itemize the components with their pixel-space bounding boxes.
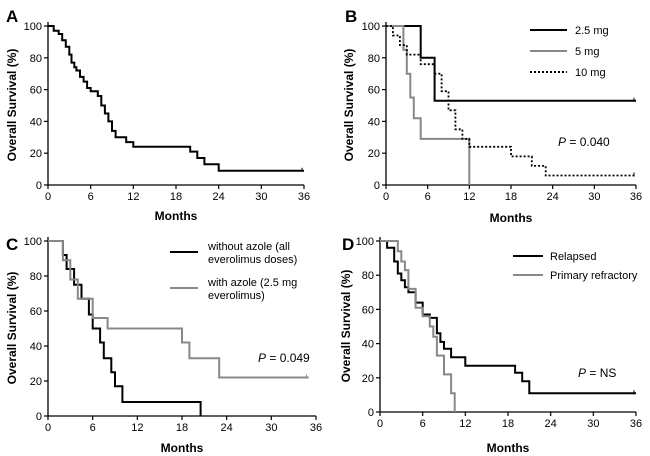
x-tick-label: 36 <box>630 191 642 203</box>
x-tick-label: 12 <box>127 191 139 203</box>
p-value-annotation-d: P = NS <box>578 366 616 380</box>
y-tick-label: 60 <box>30 85 42 97</box>
y-tick-label: 80 <box>30 53 42 65</box>
series-line-d-2 <box>380 240 456 412</box>
x-tick-label: 30 <box>255 191 267 203</box>
y-tick-label: 60 <box>368 85 380 97</box>
x-axis-title: Months <box>487 441 530 455</box>
x-tick-label: 30 <box>587 418 599 430</box>
x-tick-label: 0 <box>45 191 51 203</box>
x-axis-title: Months <box>490 211 533 225</box>
y-tick-label: 20 <box>368 148 380 160</box>
x-tick-label: 36 <box>298 191 310 203</box>
y-tick-label: 100 <box>356 236 374 248</box>
y-tick-label: 80 <box>362 270 374 282</box>
x-tick-label: 0 <box>377 418 383 430</box>
x-tick-label: 6 <box>88 191 94 203</box>
y-tick-label: 100 <box>24 236 42 248</box>
y-axis-title: Overall Survival (%) <box>342 49 356 162</box>
x-tick-label: 0 <box>383 191 389 203</box>
legend-label-b-2: 5 mg <box>575 46 599 58</box>
y-tick-label: 60 <box>30 306 42 318</box>
legend-label-d-2: Primary refractory <box>550 270 638 282</box>
legend-label-b-3: 10 mg <box>575 67 606 79</box>
series-line-b-1 <box>386 25 636 102</box>
x-tick-label: 18 <box>170 191 182 203</box>
x-tick-label: 18 <box>505 191 517 203</box>
x-tick-label: 18 <box>502 418 514 430</box>
x-tick-label: 12 <box>131 422 143 434</box>
y-tick-label: 40 <box>362 339 374 351</box>
series-line-c-2 <box>48 240 309 379</box>
series-line-c-1 <box>48 240 202 416</box>
y-axis-title: Overall Survival (%) <box>5 49 19 162</box>
x-tick-label: 18 <box>176 422 188 434</box>
y-tick-label: 80 <box>30 271 42 283</box>
legend-label-c-2: with azole (2.5 mg everolimus) <box>207 277 297 302</box>
y-tick-label: 100 <box>362 21 380 33</box>
legend-label-b-1: 2.5 mg <box>575 25 609 37</box>
y-tick-label: 80 <box>368 53 380 65</box>
x-tick-label: 36 <box>630 418 642 430</box>
panel-c: C 0 6 12 18 24 30 36 0 20 40 60 80 100 Months Overall S… <box>5 235 322 455</box>
panel-b: B 0 6 12 18 24 30 36 0 20 40 60 80 100 Months Overall S… <box>342 7 642 225</box>
panel-d: D 0 6 12 18 24 30 36 0 20 40 60 80 100 Months Overall S… <box>339 235 642 455</box>
x-tick-label: 30 <box>588 191 600 203</box>
y-tick-label: 20 <box>362 373 374 385</box>
legend-label-d-1: Relapsed <box>550 251 596 263</box>
x-tick-label: 12 <box>463 191 475 203</box>
series-line-a-1 <box>48 25 304 172</box>
series-line-b-2 <box>386 25 471 185</box>
panel-letter-c: C <box>6 235 18 254</box>
p-value-annotation-b: P = 0.040 <box>558 135 610 149</box>
x-tick-label: 36 <box>310 422 322 434</box>
y-tick-label: 40 <box>368 116 380 128</box>
x-tick-label: 6 <box>425 191 431 203</box>
y-axis-title: Overall Survival (%) <box>5 272 19 385</box>
x-tick-label: 12 <box>459 418 471 430</box>
y-tick-label: 0 <box>368 407 374 419</box>
x-tick-label: 24 <box>545 418 557 430</box>
x-tick-label: 24 <box>547 191 559 203</box>
x-tick-label: 30 <box>265 422 277 434</box>
x-tick-label: 6 <box>90 422 96 434</box>
x-tick-label: 0 <box>45 422 51 434</box>
x-tick-label: 6 <box>420 418 426 430</box>
y-tick-label: 60 <box>362 304 374 316</box>
panel-letter-d: D <box>342 235 354 254</box>
y-tick-label: 0 <box>374 180 380 192</box>
y-tick-label: 100 <box>24 21 42 33</box>
y-tick-label: 0 <box>36 411 42 423</box>
series-line-b-3 <box>386 25 636 177</box>
x-tick-label: 24 <box>221 422 233 434</box>
x-axis-title: Months <box>155 209 198 223</box>
x-tick-label: 24 <box>213 191 225 203</box>
panel-letter-b: B <box>345 7 357 26</box>
y-tick-label: 0 <box>36 180 42 192</box>
panel-a: A 0 6 12 18 24 30 36 0 20 40 60 80 100 Months Overall S… <box>5 7 310 223</box>
legend-label-c-1: without azole (all everolimus doses) <box>207 241 297 266</box>
y-tick-label: 20 <box>30 376 42 388</box>
y-tick-label: 40 <box>30 341 42 353</box>
y-tick-label: 20 <box>30 148 42 160</box>
panel-letter-a: A <box>6 7 18 26</box>
y-axis-title: Overall Survival (%) <box>339 270 353 383</box>
x-axis-title: Months <box>161 441 204 455</box>
p-value-annotation-c: P = 0.049 <box>258 351 310 365</box>
y-tick-label: 40 <box>30 116 42 128</box>
